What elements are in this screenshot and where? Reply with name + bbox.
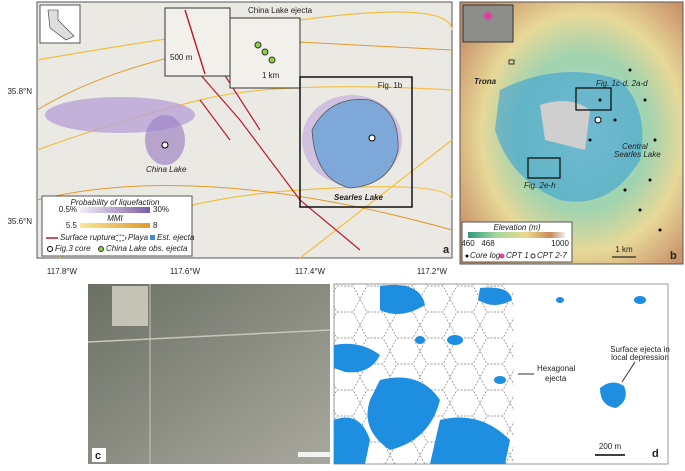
colorbar-label: 8	[153, 221, 158, 230]
core	[161, 141, 169, 149]
legend-swatch	[150, 235, 155, 240]
legend-swatch	[530, 253, 536, 259]
annotation: local depression	[611, 353, 669, 362]
photo-feature	[87, 329, 331, 343]
panel-d: Hexagonal ejecta Surface ejecta in local…	[333, 283, 670, 465]
scale: 500 m	[170, 53, 193, 62]
photo-feature	[112, 286, 148, 326]
callout-box	[299, 76, 413, 208]
panel-label: a	[443, 244, 450, 256]
lon-label: 117.2°W	[417, 267, 448, 276]
inset-marker	[508, 59, 515, 65]
legend-swatch	[113, 234, 127, 242]
colorbar	[80, 207, 150, 213]
colorbar-label: 5.5	[66, 221, 78, 230]
arrow	[621, 361, 636, 383]
place: Searles Lake	[334, 193, 383, 202]
playa	[540, 101, 590, 150]
legend-swatch	[47, 246, 53, 252]
obs-ejecta	[261, 48, 269, 56]
legend-swatch	[465, 254, 469, 258]
panel-label: d	[652, 448, 659, 460]
annotation: ejecta	[545, 374, 567, 383]
scale: 1 km	[262, 71, 280, 80]
legend-swatch	[98, 246, 104, 252]
core	[594, 116, 602, 124]
scale: 200 m	[599, 442, 622, 451]
callout: Fig. 2e-h	[524, 181, 556, 190]
place: Trona	[474, 77, 497, 86]
lon-label: 117.4°W	[295, 267, 326, 276]
colorbar-label: 1000	[551, 239, 569, 248]
inset	[164, 7, 231, 77]
panel-label: c	[95, 450, 101, 462]
panel-c: c	[87, 284, 346, 464]
callout: Fig. 1c-d, 2a-d	[596, 79, 648, 88]
legend-item: Surface rupture	[60, 233, 116, 242]
core	[368, 134, 376, 142]
callout: China Lake ejecta	[248, 6, 313, 15]
colorbar	[468, 232, 565, 238]
colorbar	[80, 223, 150, 228]
legend-item: Est. ejecta	[157, 233, 195, 242]
legend-title: MMI	[107, 214, 123, 223]
scale: 1 km	[615, 245, 633, 254]
cpt-1	[484, 12, 492, 20]
callout-box	[527, 157, 561, 179]
place: China Lake	[146, 165, 187, 174]
legend	[41, 195, 193, 257]
legend-swatch	[499, 253, 505, 259]
obs-ejecta	[268, 56, 276, 64]
liquefaction	[145, 115, 185, 165]
core-logs	[588, 68, 662, 232]
legend-title: Probability of liquefaction	[71, 198, 160, 207]
legend-item: China Lake obs. ejecta	[106, 244, 188, 253]
panel-a: Fig. 1b China Lake ejecta 500 m 1 km Chi…	[7, 1, 453, 276]
scale-bar	[298, 452, 346, 457]
lon-label: 117.8°W	[47, 267, 78, 276]
legend	[461, 221, 573, 263]
legend-item: Playa	[128, 233, 149, 242]
callout-box	[575, 87, 612, 111]
obs-ejecta	[254, 41, 262, 49]
legend-item: CPT 1	[506, 251, 529, 260]
california	[47, 9, 75, 41]
legend-item: Core log	[470, 251, 501, 260]
lat-label: 35.6°N	[7, 217, 32, 226]
panel-label-bg	[92, 448, 106, 462]
legend-title: Elevation (m)	[493, 223, 540, 232]
colorbar-label: 460	[461, 239, 475, 248]
inset	[462, 4, 514, 43]
lon-label: 117.6°W	[170, 267, 201, 276]
annotation: Surface ejecta in	[610, 345, 670, 354]
surface-rupture	[184, 9, 206, 75]
panel-b: Trona Fig. 1c-d, 2a-d Fig. 2e-h Central …	[459, 1, 684, 265]
colorbar-label: 0.5%	[59, 205, 77, 214]
legend-item: CPT 2-7	[537, 251, 567, 260]
callout: Fig. 1b	[378, 81, 403, 90]
lat-label: 35.8°N	[7, 87, 32, 96]
place: Searles Lake	[614, 150, 661, 159]
colorbar-label: 30%	[153, 205, 169, 214]
playa	[311, 98, 399, 189]
legend-item: Fig.3 core	[55, 244, 91, 253]
ejecta	[334, 284, 646, 464]
colorbar-label: 468	[481, 239, 495, 248]
panel-label: b	[670, 250, 677, 262]
place: Central	[622, 142, 648, 151]
annotation: Hexagonal	[537, 364, 575, 373]
